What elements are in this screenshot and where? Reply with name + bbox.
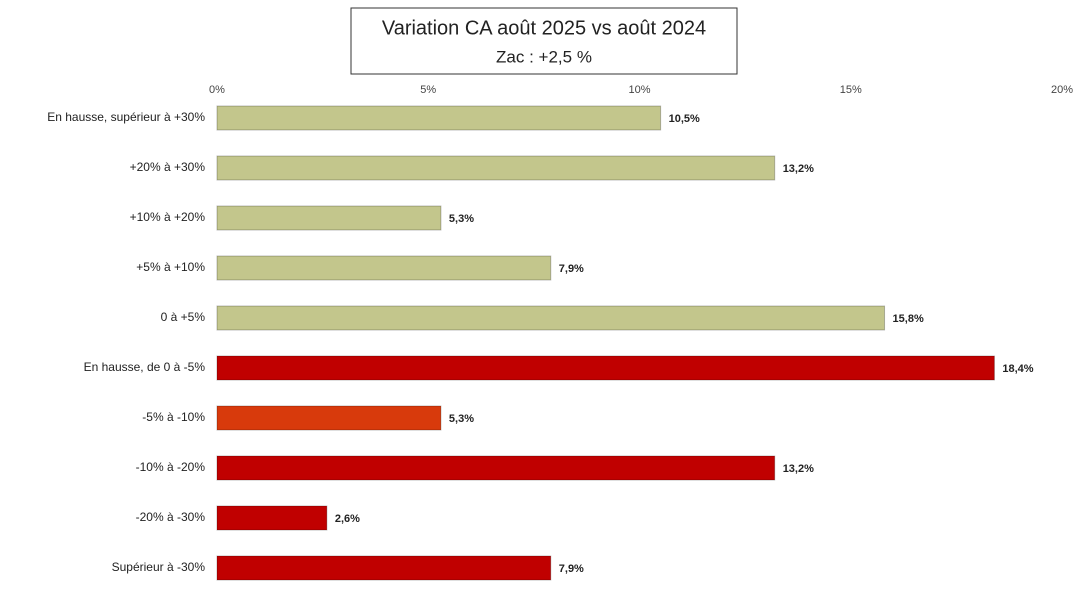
value-label: 18,4% bbox=[1002, 363, 1033, 375]
chart-title: Variation CA août 2025 vs août 2024 bbox=[382, 17, 706, 39]
y-tick-label: +5% à +10% bbox=[136, 260, 205, 274]
bar bbox=[216, 155, 776, 181]
value-label: 2,6% bbox=[335, 513, 360, 525]
x-tick-label: 0% bbox=[209, 84, 225, 96]
y-tick-label: Supérieur à -30% bbox=[112, 560, 206, 574]
value-label: 5,3% bbox=[449, 413, 474, 425]
bar bbox=[216, 205, 442, 231]
bar bbox=[216, 255, 552, 281]
bar bbox=[216, 405, 442, 431]
value-label: 13,2% bbox=[783, 463, 814, 475]
y-tick-label: -10% à -20% bbox=[136, 460, 206, 474]
x-tick-label: 5% bbox=[420, 84, 436, 96]
y-tick-label: -20% à -30% bbox=[136, 510, 206, 524]
value-label: 13,2% bbox=[783, 163, 814, 175]
x-tick-label: 20% bbox=[1051, 84, 1073, 96]
y-tick-label: +10% à +20% bbox=[130, 210, 206, 224]
y-tick-label: +20% à +30% bbox=[130, 160, 206, 174]
value-label: 5,3% bbox=[449, 213, 474, 225]
bar bbox=[216, 555, 552, 581]
y-tick-label: En hausse, de 0 à -5% bbox=[84, 360, 206, 374]
chart-subtitle: Zac : +2,5 % bbox=[496, 47, 592, 66]
y-tick-label: -5% à -10% bbox=[142, 410, 205, 424]
bar bbox=[216, 105, 662, 131]
x-tick-label: 15% bbox=[840, 84, 862, 96]
value-label: 15,8% bbox=[893, 313, 924, 325]
bar bbox=[216, 305, 886, 331]
y-tick-label: 0 à +5% bbox=[161, 310, 206, 324]
x-tick-label: 10% bbox=[628, 84, 650, 96]
y-tick-label: En hausse, supérieur à +30% bbox=[47, 110, 205, 124]
value-label: 7,9% bbox=[559, 263, 584, 275]
bar bbox=[216, 505, 328, 531]
value-label: 10,5% bbox=[669, 113, 700, 125]
title-box bbox=[350, 7, 738, 75]
value-label: 7,9% bbox=[559, 563, 584, 575]
bar bbox=[216, 355, 995, 381]
bar bbox=[216, 455, 776, 481]
